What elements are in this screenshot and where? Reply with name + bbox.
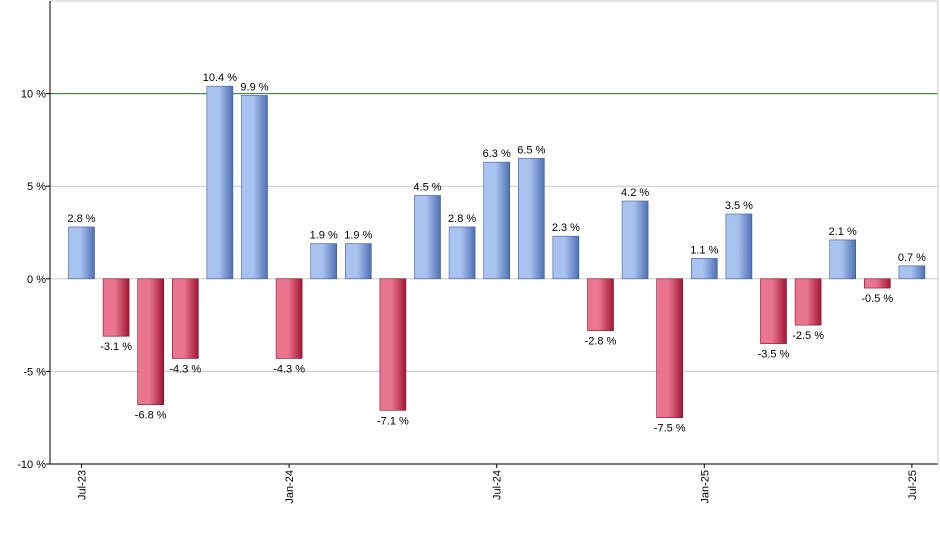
- data-label: 1.1 %: [690, 244, 718, 256]
- bar-jan-25: [690, 258, 718, 280]
- bar-aug-23: [102, 278, 130, 337]
- bars: [68, 85, 926, 418]
- data-label: 4.5 %: [413, 181, 441, 193]
- data-label: 1.9 %: [344, 230, 372, 242]
- bar-feb-24: [310, 243, 338, 280]
- bar-mar-24: [344, 243, 372, 280]
- y-tick-label: -5 %: [23, 366, 46, 378]
- bar-sep-24: [552, 235, 580, 280]
- data-label: 0.7 %: [898, 252, 926, 264]
- data-label: -4.3 %: [273, 363, 305, 375]
- data-label: -3.5 %: [758, 349, 790, 361]
- data-label: 6.5 %: [517, 144, 545, 156]
- bar-apr-25: [794, 278, 822, 326]
- data-label: 3.5 %: [725, 200, 753, 212]
- data-label: 2.1 %: [829, 226, 857, 238]
- data-label: -2.5 %: [792, 330, 824, 342]
- y-tick-label: -10 %: [17, 459, 46, 471]
- y-tick-label: 0 %: [27, 274, 46, 286]
- bar-jan-24: [275, 278, 303, 359]
- data-label: -3.1 %: [100, 341, 132, 353]
- bar-jul-24: [483, 161, 511, 280]
- data-label: -2.8 %: [585, 336, 617, 348]
- bar-jul-23: [68, 226, 95, 280]
- bar-apr-24: [379, 278, 407, 411]
- data-label: 1.9 %: [310, 230, 338, 242]
- data-label: 2.3 %: [552, 222, 580, 234]
- data-label: 2.8 %: [67, 213, 95, 225]
- data-label: -0.5 %: [861, 293, 893, 305]
- data-label: 9.9 %: [240, 81, 268, 93]
- bar-aug-24: [517, 158, 545, 280]
- bar-jun-25: [863, 278, 891, 289]
- bar-may-24: [414, 195, 441, 280]
- bar-dec-24: [656, 278, 684, 418]
- bar-dec-23: [241, 95, 268, 280]
- bar-sep-23: [137, 278, 164, 406]
- y-tick-label: 5 %: [27, 181, 46, 193]
- data-labels: 2.8 % -3.1 % -6.8 % -4.3 % 10.4 %9.9 % -4.3 %…: [67, 72, 926, 435]
- data-label: 4.2 %: [621, 187, 649, 199]
- data-label: -7.1 %: [377, 415, 409, 427]
- bar-feb-25: [725, 213, 753, 280]
- data-label: 10.4 %: [203, 72, 237, 84]
- bar-oct-23: [172, 278, 199, 359]
- data-label: 6.3 %: [483, 148, 511, 160]
- data-label: 2.8 %: [448, 213, 476, 225]
- x-tick-label: Jul-24: [492, 470, 504, 500]
- data-label: -6.8 %: [135, 410, 167, 422]
- x-tick-label: Jan-24: [284, 470, 296, 504]
- bar-jun-24: [448, 226, 476, 280]
- data-label: -7.5 %: [654, 423, 686, 435]
- axes: -10 % -5 % 0 % 5 % 10 % Jul-23 Jan-24 Jul-24 Jan…: [17, 1, 939, 504]
- data-label: -4.3 %: [169, 363, 201, 375]
- bar-nov-24: [621, 200, 649, 280]
- x-tick-label: Jul-23: [77, 470, 89, 500]
- bar-nov-23: [206, 85, 234, 280]
- bar-mar-25: [760, 278, 787, 344]
- y-tick-label: 10 %: [21, 89, 46, 101]
- x-tick-label: Jul-25: [907, 470, 919, 500]
- bar-may-25: [829, 239, 857, 280]
- bar-oct-24: [587, 278, 614, 331]
- bar-jul-25: [898, 265, 926, 280]
- x-tick-label: Jan-25: [699, 470, 711, 504]
